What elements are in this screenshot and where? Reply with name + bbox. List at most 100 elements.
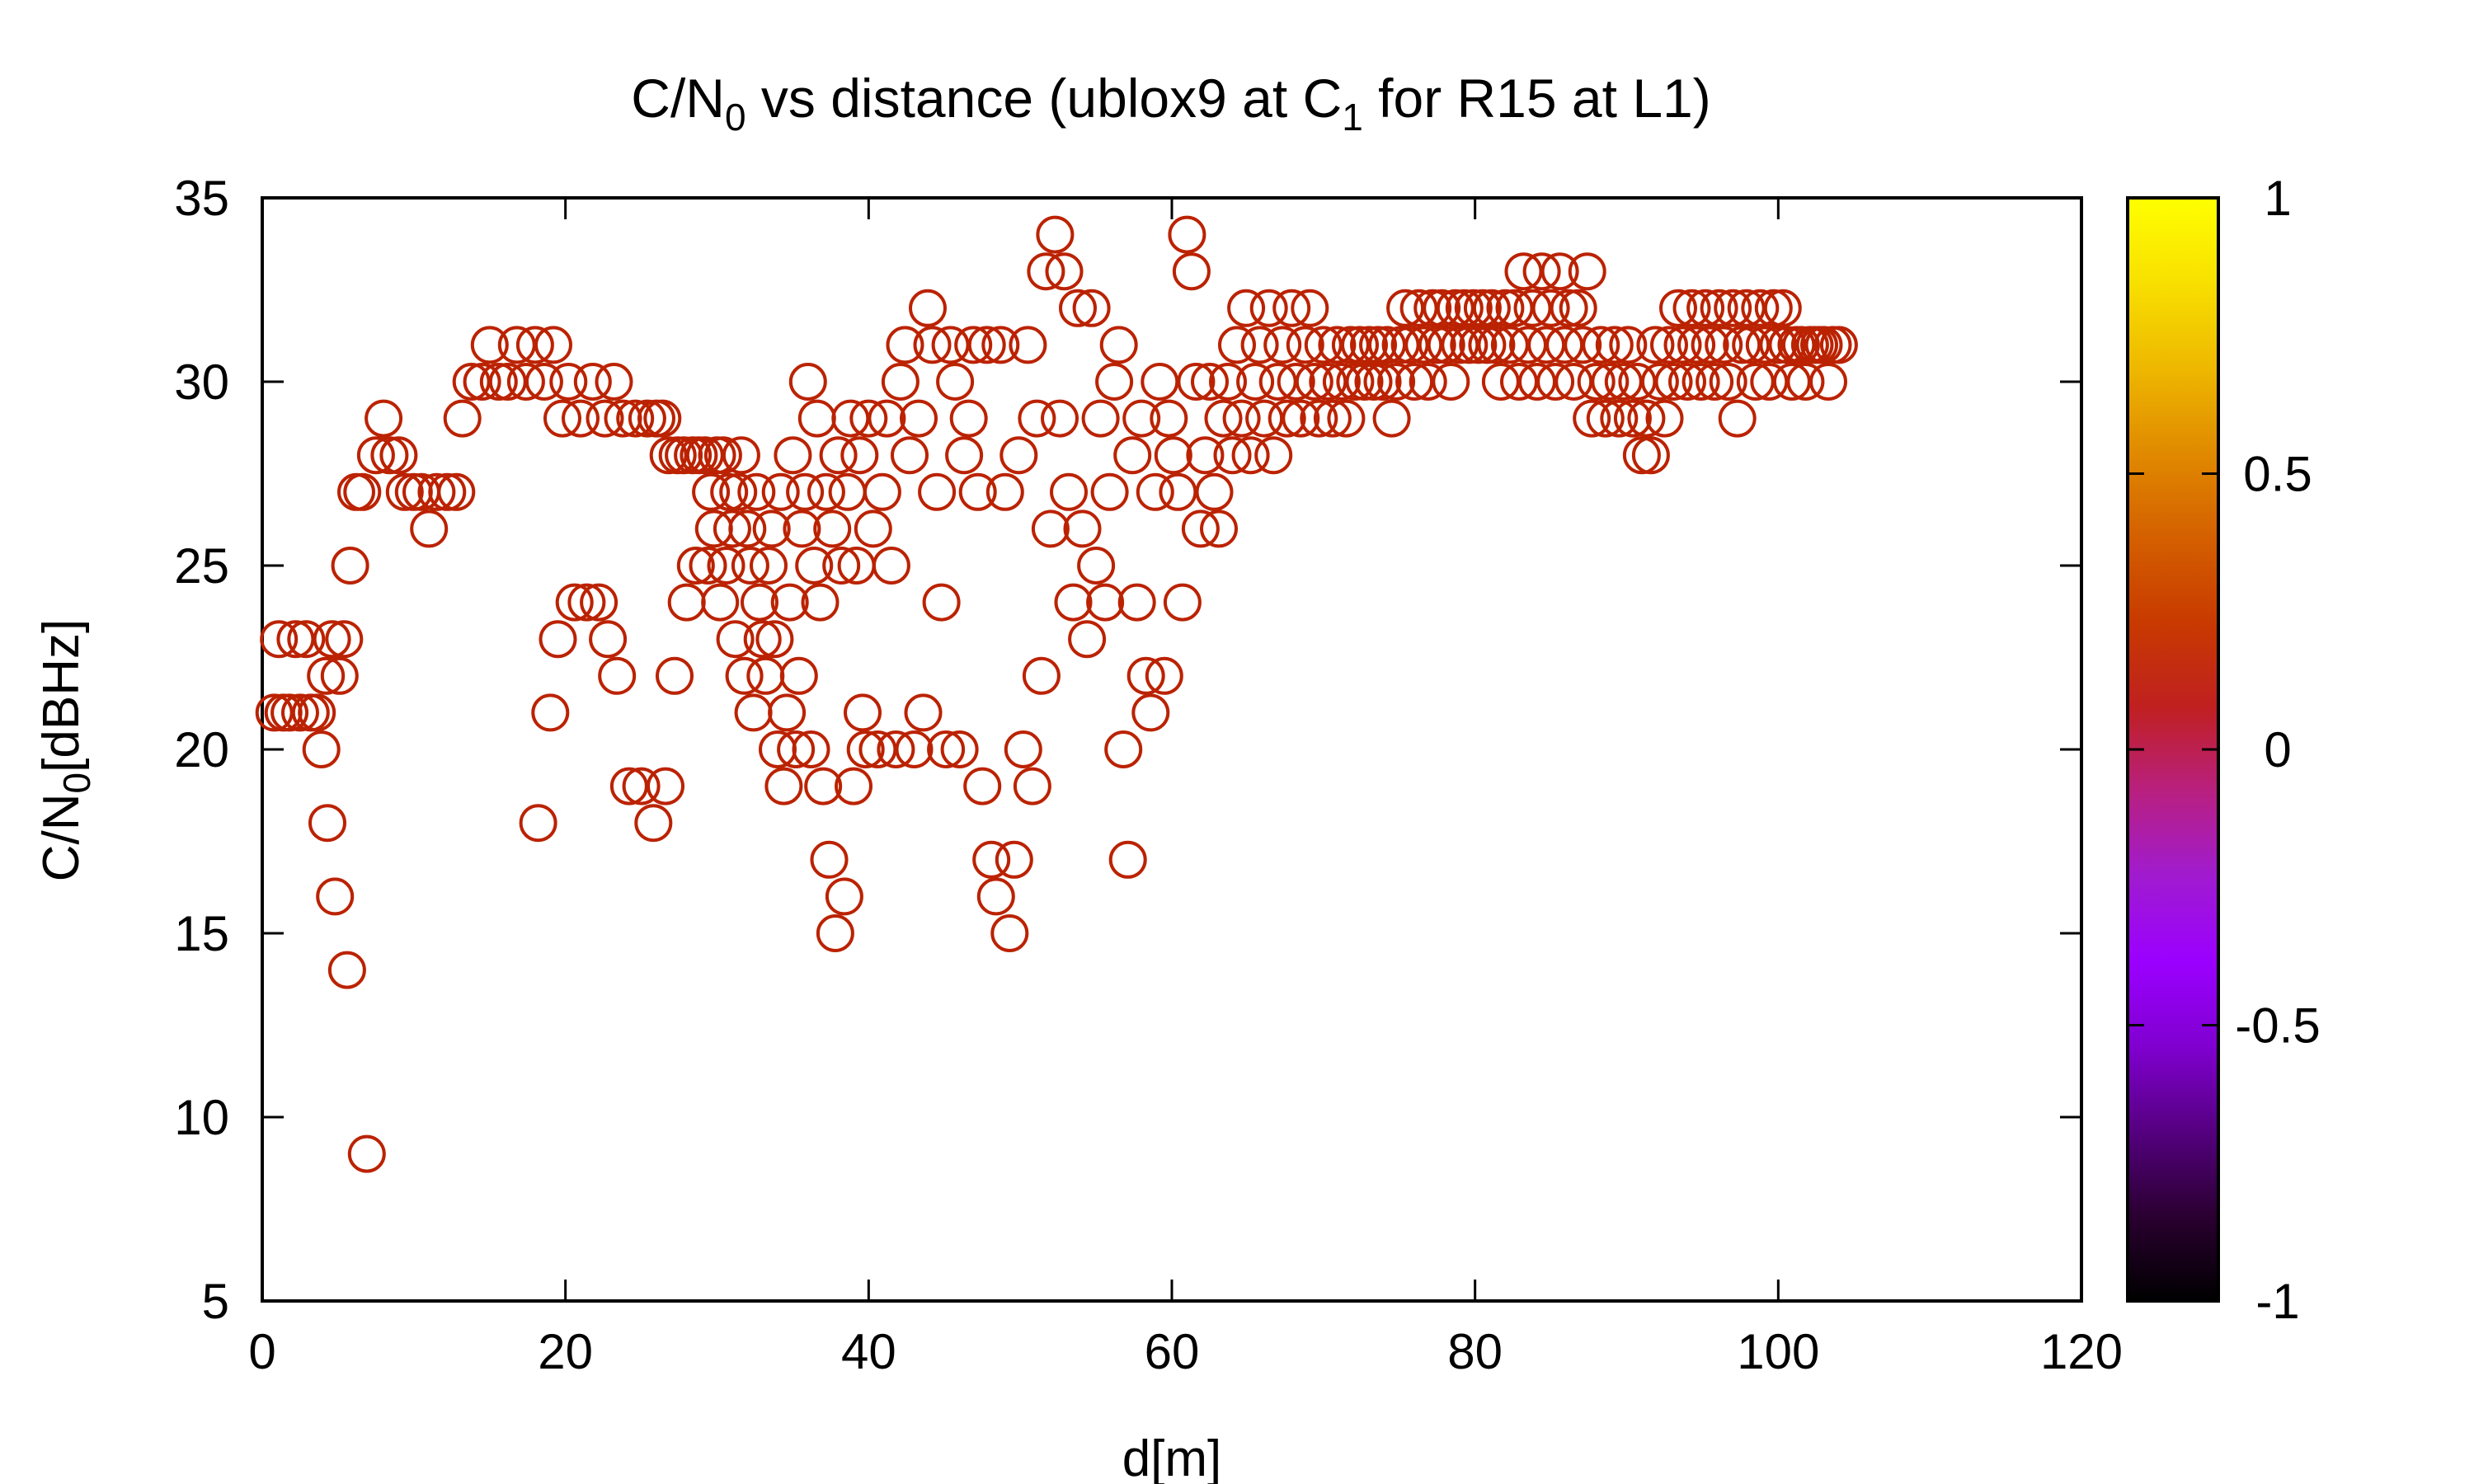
data-point	[1504, 252, 1543, 291]
data-point	[872, 547, 910, 585]
data-point	[1263, 326, 1302, 364]
data-point	[1768, 326, 1807, 364]
data-point	[1500, 363, 1538, 401]
data-point	[1099, 326, 1138, 364]
data-point	[302, 730, 341, 768]
data-point	[1436, 289, 1475, 327]
data-point	[797, 399, 836, 438]
data-point	[1564, 326, 1602, 364]
data-point	[1659, 289, 1697, 327]
data-point	[713, 510, 751, 548]
data-point	[868, 399, 906, 438]
data-point	[976, 877, 1015, 916]
y-tick-label: 15	[174, 906, 229, 961]
data-point	[410, 510, 449, 548]
data-point	[1218, 326, 1256, 364]
data-point	[647, 767, 684, 805]
x-axis: 0 20 40 60 80 100 120	[248, 198, 2123, 1379]
data-point	[909, 289, 947, 327]
data-point	[1577, 363, 1616, 401]
data-point	[1527, 326, 1566, 364]
data-point	[819, 436, 858, 475]
data-point	[1604, 363, 1643, 401]
data-point	[1509, 326, 1547, 364]
data-point	[783, 510, 821, 548]
data-point	[743, 620, 782, 659]
data-point	[1677, 326, 1716, 364]
colorbar-ticks: 1 0.5 0 -0.5 -1	[2128, 171, 2321, 1329]
data-point	[1759, 326, 1798, 364]
data-point	[1573, 399, 1611, 438]
data-point	[1591, 363, 1630, 401]
data-point	[1191, 363, 1229, 401]
data-point	[722, 436, 760, 475]
data-point	[1077, 547, 1116, 585]
data-point	[795, 547, 834, 585]
data-point	[1258, 363, 1297, 401]
data-point	[1104, 730, 1143, 768]
data-point	[1200, 510, 1238, 548]
data-point	[437, 472, 476, 511]
data-points	[255, 215, 1858, 1173]
data-point	[255, 693, 294, 732]
y-tick-label: 25	[174, 538, 229, 594]
data-point	[1359, 326, 1397, 364]
data-point	[1399, 289, 1438, 327]
data-point	[428, 472, 467, 511]
data-point	[1686, 289, 1725, 327]
data-point	[417, 472, 456, 511]
data-point	[1631, 436, 1670, 475]
data-point	[881, 363, 920, 401]
data-point	[497, 326, 536, 364]
data-point	[586, 399, 624, 438]
data-point	[298, 693, 336, 732]
data-point	[1009, 326, 1047, 364]
data-point	[1195, 472, 1234, 511]
data-point	[816, 914, 854, 952]
data-point	[1163, 583, 1202, 622]
data-point	[1613, 399, 1652, 438]
data-point	[320, 656, 359, 695]
data-point	[741, 583, 778, 622]
data-point	[1477, 326, 1516, 364]
data-point	[1472, 289, 1511, 327]
data-point	[1126, 656, 1165, 695]
data-point	[622, 767, 661, 805]
data-point	[1186, 436, 1225, 475]
data-point	[1136, 472, 1174, 511]
data-point	[370, 436, 409, 475]
data-point	[1231, 436, 1270, 475]
data-point	[1050, 472, 1088, 511]
x-tick-label: 0	[248, 1324, 275, 1379]
data-point	[1481, 363, 1520, 401]
data-point	[649, 436, 688, 475]
data-point	[1741, 289, 1780, 327]
data-point	[1418, 326, 1456, 364]
data-point	[1709, 363, 1747, 401]
data-point	[1222, 399, 1261, 438]
data-point	[825, 877, 863, 916]
data-point	[1550, 289, 1588, 327]
colorbar-tick-label: 0.5	[2243, 447, 2312, 502]
data-point	[752, 510, 791, 548]
data-point	[1732, 326, 1771, 364]
data-point	[609, 767, 648, 805]
data-point	[822, 547, 861, 585]
data-point	[777, 730, 816, 768]
data-point	[562, 399, 600, 438]
data-point	[831, 399, 870, 438]
data-point	[1377, 363, 1416, 401]
data-point	[1745, 326, 1784, 364]
y-axis: 5 10 15 20 25 30 35	[174, 171, 2081, 1329]
data-point	[549, 363, 588, 401]
chart-title-subscript: 0	[725, 96, 746, 139]
data-point	[1309, 363, 1348, 401]
data-point	[1423, 289, 1461, 327]
data-point	[1086, 583, 1125, 622]
data-point	[1700, 289, 1738, 327]
data-point	[325, 620, 364, 659]
data-point	[725, 656, 764, 695]
data-point	[656, 656, 694, 695]
data-point	[1295, 363, 1333, 401]
data-point	[1600, 399, 1639, 438]
